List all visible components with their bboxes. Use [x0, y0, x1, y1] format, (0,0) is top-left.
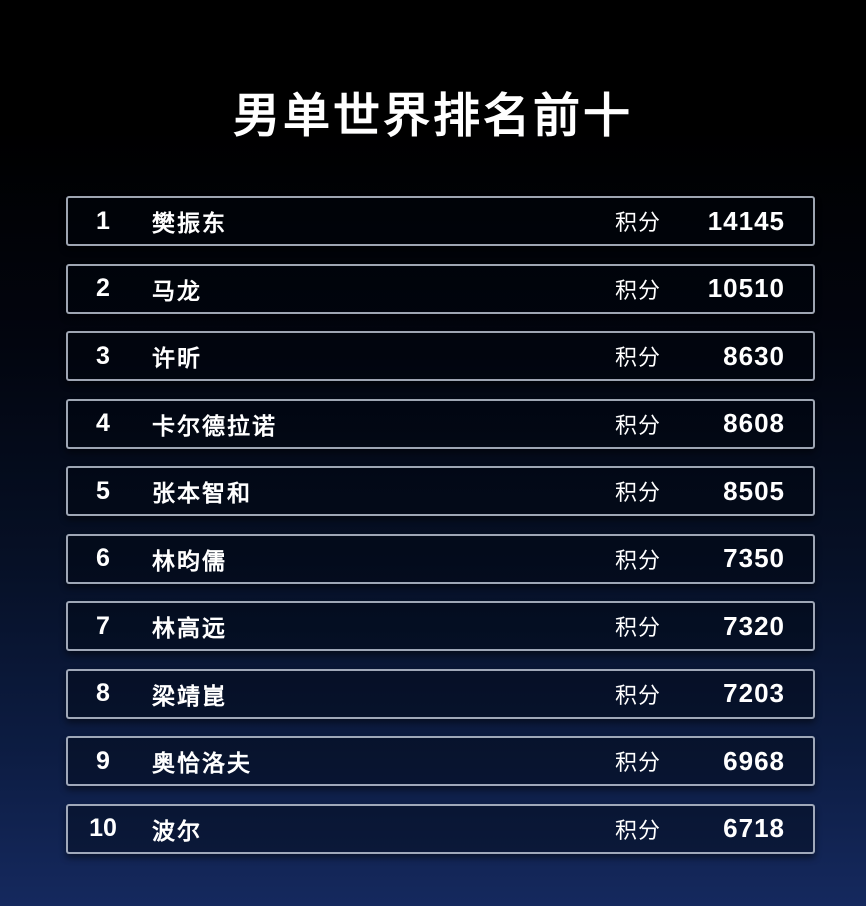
points-label: 积分 — [614, 750, 661, 775]
ranking-list: 1 樊振东 积分 14145 2 马龙 积分 10510 3 许昕 积分 863… — [66, 196, 815, 854]
ranking-row-3: 3 许昕 积分 8630 — [66, 331, 815, 381]
points-value: 7350 — [723, 543, 785, 573]
player-name: 樊振东 — [152, 210, 227, 236]
rank-number: 6 — [96, 544, 110, 572]
points-label: 积分 — [614, 480, 661, 505]
points-label: 积分 — [614, 277, 661, 303]
player-name: 马龙 — [152, 277, 202, 304]
points-value: 8505 — [723, 475, 785, 506]
ranking-row-5: 5 张本智和 积分 8505 — [66, 466, 815, 516]
points-label: 积分 — [614, 817, 661, 843]
player-name: 张本智和 — [152, 480, 252, 506]
points-value: 7203 — [723, 678, 785, 708]
player-name: 林昀儒 — [152, 547, 227, 574]
ranking-row-9: 9 奥恰洛夫 积分 6968 — [66, 736, 815, 786]
points-value: 8608 — [723, 408, 785, 438]
ranking-row-2: 2 马龙 积分 10510 — [66, 263, 815, 314]
player-name: 波尔 — [152, 817, 202, 844]
ranking-row-8: 8 梁靖崑 积分 7203 — [66, 668, 815, 719]
points-value: 10510 — [707, 273, 785, 303]
points-label: 积分 — [614, 210, 661, 235]
points-value: 8630 — [723, 340, 785, 371]
rank-number: 7 — [96, 611, 110, 640]
rank-number: 9 — [96, 746, 110, 775]
rank-number: 10 — [89, 814, 117, 842]
points-label: 积分 — [614, 412, 661, 438]
player-name: 林高远 — [152, 615, 227, 641]
rank-number: 3 — [96, 341, 110, 370]
player-name: 奥恰洛夫 — [152, 750, 252, 776]
points-label: 积分 — [614, 345, 661, 370]
ranking-row-4: 4 卡尔德拉诺 积分 8608 — [66, 398, 815, 449]
points-value: 6718 — [723, 813, 785, 843]
rank-number: 1 — [96, 206, 110, 235]
points-label: 积分 — [614, 615, 661, 640]
rank-number: 4 — [96, 409, 110, 437]
page-title: 男单世界排名前十 — [233, 89, 633, 143]
rank-number: 8 — [96, 679, 110, 707]
player-name: 许昕 — [152, 345, 202, 371]
points-value: 6968 — [723, 745, 785, 776]
points-label: 积分 — [614, 682, 661, 708]
ranking-row-10: 10 波尔 积分 6718 — [66, 803, 815, 854]
rank-number: 5 — [96, 476, 110, 505]
ranking-row-7: 7 林高远 积分 7320 — [66, 601, 815, 651]
points-value: 7320 — [723, 610, 785, 641]
player-name: 梁靖崑 — [152, 682, 227, 709]
points-value: 14145 — [707, 205, 785, 236]
points-label: 积分 — [614, 547, 661, 573]
ranking-row-1: 1 樊振东 积分 14145 — [66, 196, 815, 246]
player-name: 卡尔德拉诺 — [152, 412, 277, 439]
ranking-row-6: 6 林昀儒 积分 7350 — [66, 533, 815, 584]
rank-number: 2 — [96, 274, 110, 302]
